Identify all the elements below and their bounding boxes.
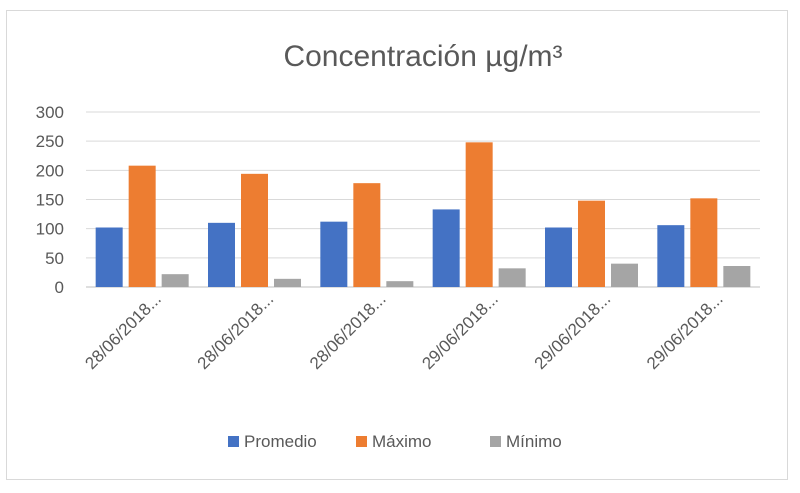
y-tick-label: 250 [36,132,64,151]
legend-swatch [228,436,239,447]
y-tick-label: 50 [45,249,64,268]
bar-máximo [465,142,493,287]
y-tick-label: 150 [36,191,64,210]
bar-promedio [95,227,123,287]
legend-label: Promedio [244,432,317,451]
x-tick-label: 29/06/2018... [643,289,727,373]
x-axis-labels: 28/06/2018... 28/06/2018... 28/06/2018... 2… [81,289,726,373]
y-tick-label: 100 [36,220,64,239]
x-tick-label: 28/06/2018... [81,289,165,373]
legend-label: Mínimo [506,432,562,451]
bar-promedio [657,225,685,287]
bar-máximo [128,165,156,287]
bar-promedio [320,221,348,287]
y-tick-label: 300 [36,103,64,122]
legend-label: Máximo [372,432,432,451]
bar-máximo [690,198,718,287]
y-axis-labels: 0 50 100 150 200 250 300 [36,103,64,297]
gridlines [86,111,760,288]
bar-promedio [432,209,460,287]
legend-swatch [490,436,501,447]
x-tick-label: 29/06/2018... [418,289,502,373]
bar-máximo [353,183,381,287]
bar-mínimo [161,274,189,287]
x-tick-label: 28/06/2018... [306,289,390,373]
bar-mínimo [386,281,414,287]
bar-máximo [578,200,605,287]
bar-mínimo [611,263,638,287]
bar-promedio [208,222,235,287]
chart-title: Concentración µg/m³ [283,40,562,73]
x-tick-label: 28/06/2018... [194,289,278,373]
y-tick-label: 200 [36,161,64,180]
x-tick-label: 29/06/2018... [531,289,615,373]
bars [95,142,751,287]
bar-mínimo [498,268,526,287]
bar-mínimo [274,278,301,287]
legend: Promedio Máximo Mínimo [228,432,562,451]
bar-máximo [241,173,268,287]
y-tick-label: 0 [55,278,64,297]
bar-mínimo [723,266,751,287]
legend-swatch [356,436,367,447]
bar-promedio [545,227,572,287]
